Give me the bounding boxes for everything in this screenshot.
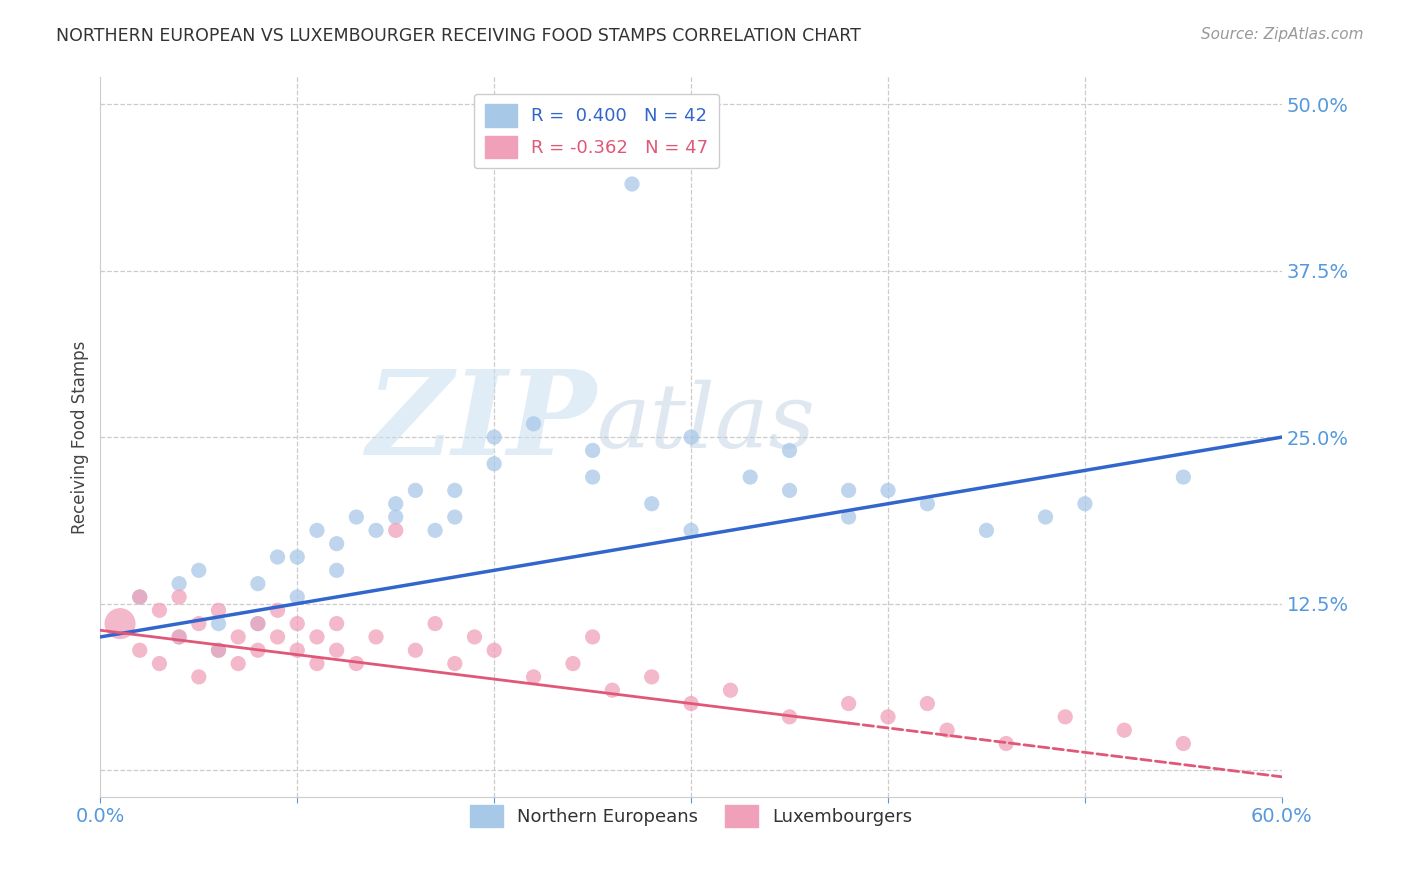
Point <box>167 576 190 591</box>
Point <box>681 524 703 538</box>
Point <box>207 643 229 657</box>
Point <box>325 643 347 657</box>
Point <box>285 616 308 631</box>
Point <box>266 603 288 617</box>
Point <box>325 537 347 551</box>
Point <box>423 524 446 538</box>
Point <box>167 630 190 644</box>
Point <box>641 497 664 511</box>
Point <box>384 497 406 511</box>
Point <box>325 563 347 577</box>
Point <box>305 524 328 538</box>
Point <box>404 483 426 498</box>
Point <box>384 510 406 524</box>
Point <box>720 683 742 698</box>
Point <box>266 630 288 644</box>
Point <box>305 630 328 644</box>
Point <box>582 443 605 458</box>
Point <box>1035 510 1057 524</box>
Point <box>128 590 150 604</box>
Point <box>779 483 801 498</box>
Legend: Northern Europeans, Luxembourgers: Northern Europeans, Luxembourgers <box>463 798 920 835</box>
Point <box>740 470 762 484</box>
Text: atlas: atlas <box>596 379 815 467</box>
Point <box>207 603 229 617</box>
Point <box>463 630 485 644</box>
Point <box>423 616 446 631</box>
Point <box>384 524 406 538</box>
Point <box>305 657 328 671</box>
Point <box>246 576 269 591</box>
Point <box>641 670 664 684</box>
Point <box>877 483 900 498</box>
Text: NORTHERN EUROPEAN VS LUXEMBOURGER RECEIVING FOOD STAMPS CORRELATION CHART: NORTHERN EUROPEAN VS LUXEMBOURGER RECEIV… <box>56 27 860 45</box>
Point <box>838 697 860 711</box>
Point <box>344 657 367 671</box>
Point <box>285 549 308 564</box>
Point <box>681 430 703 444</box>
Point <box>621 177 644 191</box>
Point <box>482 430 505 444</box>
Point <box>128 590 150 604</box>
Point <box>976 524 998 538</box>
Point <box>681 697 703 711</box>
Point <box>482 457 505 471</box>
Point <box>838 510 860 524</box>
Point <box>482 643 505 657</box>
Point <box>364 630 387 644</box>
Point <box>522 417 544 431</box>
Point <box>285 643 308 657</box>
Point <box>582 470 605 484</box>
Point <box>246 616 269 631</box>
Point <box>443 483 465 498</box>
Point <box>561 657 583 671</box>
Point <box>838 483 860 498</box>
Point <box>779 710 801 724</box>
Point <box>1173 737 1195 751</box>
Point <box>148 603 170 617</box>
Point <box>207 643 229 657</box>
Point <box>167 590 190 604</box>
Point <box>404 643 426 657</box>
Point <box>1114 723 1136 738</box>
Point <box>582 630 605 644</box>
Point <box>285 590 308 604</box>
Point <box>364 524 387 538</box>
Point <box>187 670 209 684</box>
Point <box>108 616 131 631</box>
Point <box>1074 497 1097 511</box>
Point <box>226 657 249 671</box>
Text: ZIP: ZIP <box>367 365 596 480</box>
Point <box>266 549 288 564</box>
Point <box>246 643 269 657</box>
Point <box>226 630 249 644</box>
Text: Source: ZipAtlas.com: Source: ZipAtlas.com <box>1201 27 1364 42</box>
Point <box>522 670 544 684</box>
Point <box>246 616 269 631</box>
Point <box>877 710 900 724</box>
Point <box>128 643 150 657</box>
Point <box>917 697 939 711</box>
Point <box>602 683 624 698</box>
Point <box>167 630 190 644</box>
Point <box>148 657 170 671</box>
Point <box>995 737 1018 751</box>
Point <box>936 723 959 738</box>
Point <box>187 563 209 577</box>
Point <box>443 657 465 671</box>
Point <box>325 616 347 631</box>
Point <box>1173 470 1195 484</box>
Point <box>344 510 367 524</box>
Point <box>779 443 801 458</box>
Point <box>207 616 229 631</box>
Point <box>1054 710 1077 724</box>
Point <box>187 616 209 631</box>
Point <box>917 497 939 511</box>
Y-axis label: Receiving Food Stamps: Receiving Food Stamps <box>72 341 89 533</box>
Point <box>443 510 465 524</box>
